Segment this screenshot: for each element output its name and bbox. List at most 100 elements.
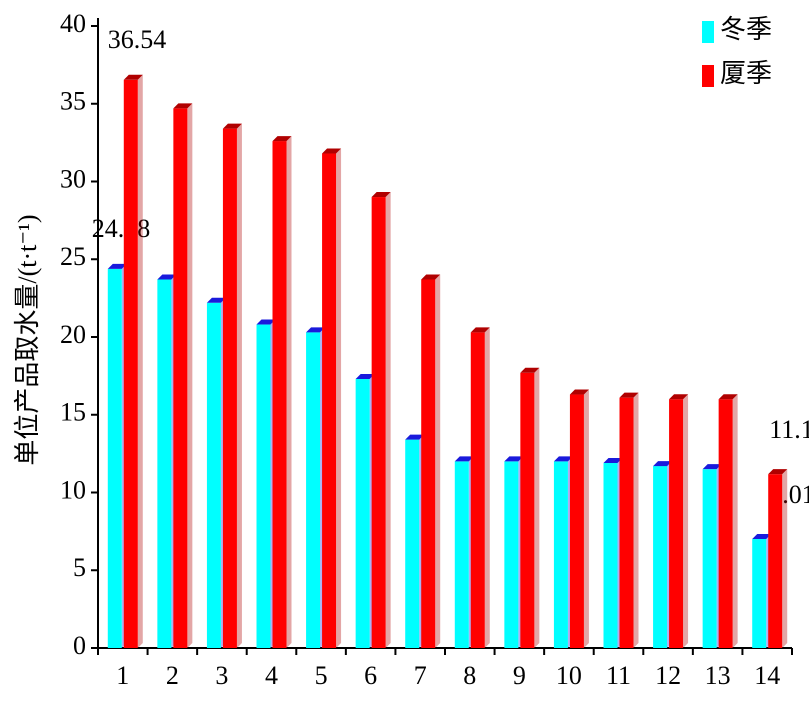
bar [603,462,618,648]
y-tick-label: 40 [60,9,86,38]
bar [405,439,420,648]
y-tick-label: 0 [73,631,86,660]
bar-cap [702,464,722,470]
bar-cap [306,327,326,333]
x-tick-label: 2 [166,661,179,690]
value-label: 11.18 [769,415,809,444]
bar [371,197,386,649]
bar-cap [157,274,177,280]
x-tick-label: 12 [655,661,681,690]
bar-cap [272,136,292,142]
x-tick-label: 14 [754,661,780,690]
bar [569,394,584,648]
legend-label: 厦季 [720,59,772,88]
legend-swatch [702,21,714,43]
bar-cap [256,319,276,325]
bar-cap [718,394,738,400]
y-axis-label: 单位产品取水量/(t·t⁻¹) [13,214,42,465]
bar [768,474,783,648]
x-tick-label: 7 [414,661,427,690]
bar [306,332,321,648]
x-tick-label: 9 [513,661,526,690]
bar-side [137,74,143,649]
bar [157,279,172,648]
bar [669,399,684,648]
bar-cap [653,461,673,467]
value-label: 24.38 [92,214,150,243]
bar-side [534,367,540,648]
bar [619,397,634,648]
y-tick-label: 25 [60,242,86,271]
bar [553,461,568,648]
bar [504,461,519,648]
bar-cap [405,434,425,440]
bar-cap [454,456,474,462]
bar-cap [322,148,342,154]
bar-cap [222,123,242,129]
x-tick-label: 11 [606,661,631,690]
bar [272,141,287,648]
bar-side [336,148,342,648]
bar [752,538,767,648]
bar-cap [371,192,391,198]
bar [421,279,436,648]
x-tick-label: 3 [215,661,228,690]
bar [702,469,717,648]
x-tick-label: 13 [705,661,731,690]
bar-side [583,389,589,648]
bar-side [633,392,639,648]
y-tick-label: 35 [60,87,86,116]
bar [470,332,485,648]
bar [256,324,271,648]
y-tick-label: 20 [60,320,86,349]
bar [173,108,188,649]
legend-swatch [702,65,714,87]
bar-cap [569,389,589,395]
bar [355,378,370,648]
bar-cap [173,103,193,109]
bar-side [385,192,391,649]
y-tick-label: 30 [60,164,86,193]
x-tick-label: 5 [315,661,328,690]
x-tick-label: 8 [463,661,476,690]
y-tick-label: 10 [60,475,86,504]
bar-side [435,274,441,648]
bar-side [782,469,788,648]
bar-side [187,103,193,649]
bar-side [286,136,292,648]
bar-cap [752,533,772,539]
bar [653,466,668,648]
bar-side [732,394,738,648]
bar-cap [520,367,540,373]
bar [520,372,535,648]
bar [718,399,733,648]
bar [222,128,237,648]
bar-cap [669,394,689,400]
bar [107,268,122,648]
bar [123,79,138,649]
bar-cap [123,74,143,80]
bar-cap [206,297,226,303]
bar [206,302,221,648]
bar-cap [107,263,127,269]
bar [454,461,469,648]
x-tick-label: 6 [364,661,377,690]
value-label: 36.54 [108,25,166,54]
bar-side [683,394,689,648]
x-tick-label: 1 [116,661,129,690]
x-tick-label: 4 [265,661,278,690]
bar-cap [619,392,639,398]
bar-cap [355,373,375,379]
y-tick-label: 15 [60,398,86,427]
bar-cap [470,327,490,333]
legend-label: 冬季 [720,15,772,44]
bar-side [484,327,490,648]
x-tick-label: 10 [556,661,582,690]
bar-cap [603,457,623,463]
y-tick-label: 5 [73,553,86,582]
bar [322,153,337,648]
bar-cap [768,469,788,475]
bar-cap [553,456,573,462]
bar-cap [504,456,524,462]
